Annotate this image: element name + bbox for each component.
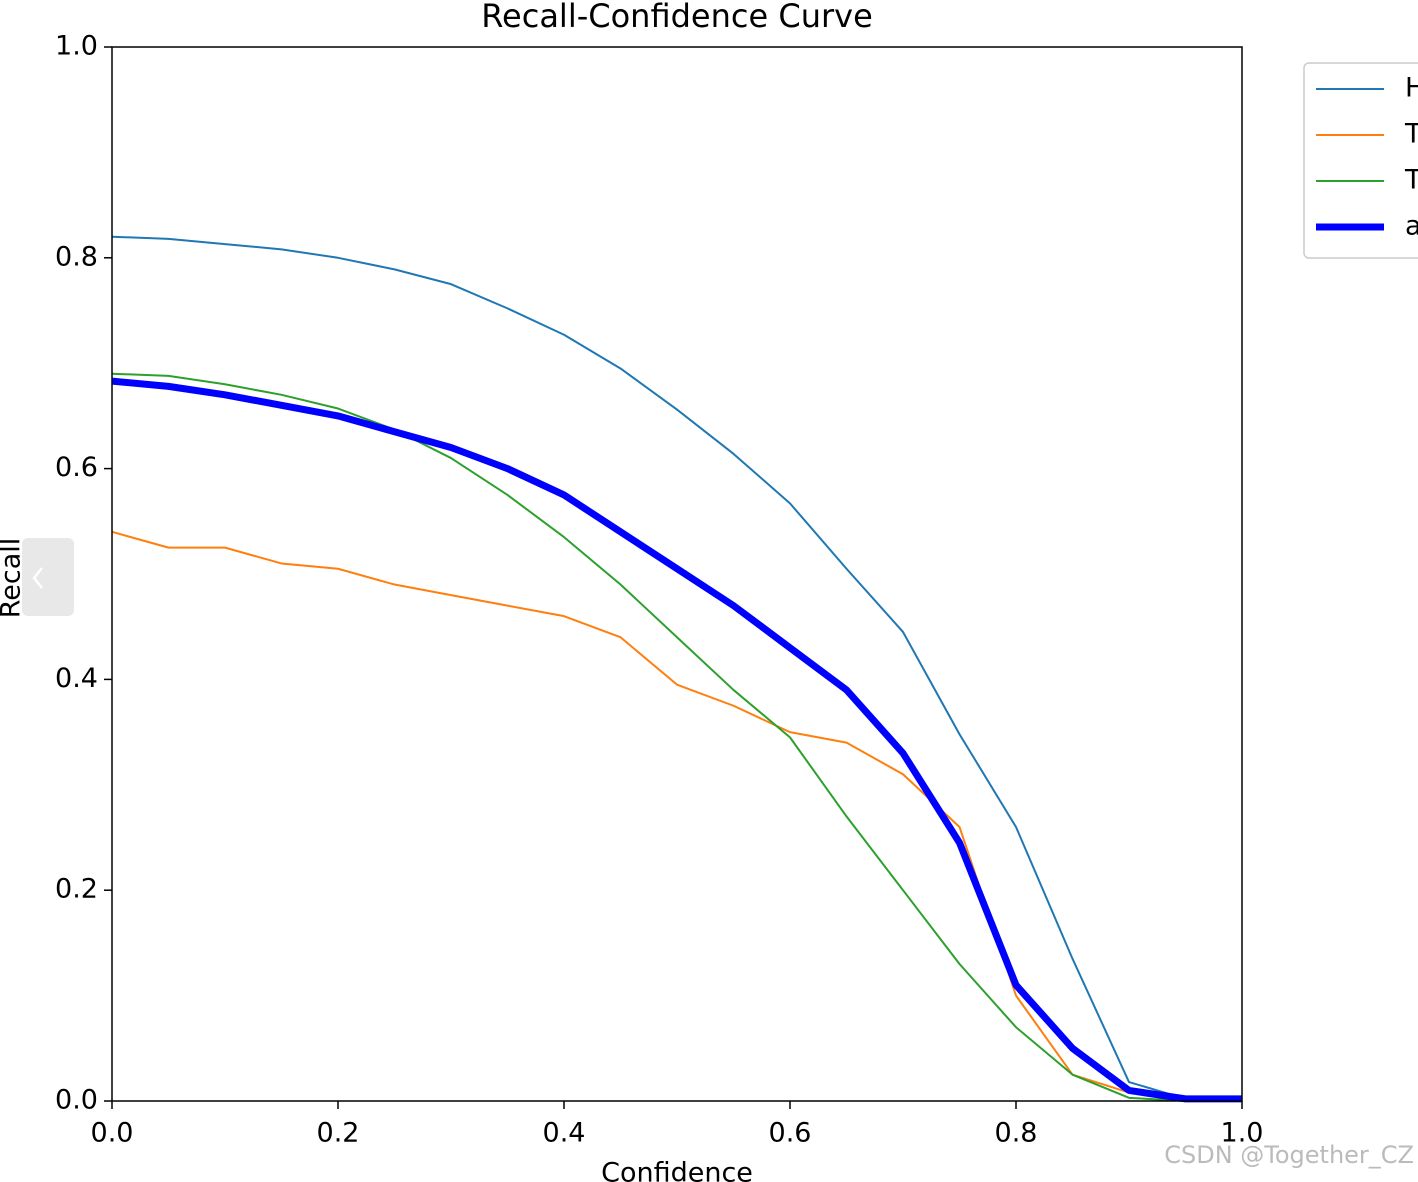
series-line [111, 372, 1242, 1102]
y-tick-label: 0.4 [55, 663, 98, 694]
collapse-icon [32, 567, 43, 589]
x-axis-label: Confidence [601, 1158, 753, 1182]
y-tick-label: 0.0 [55, 1085, 98, 1116]
series-line [111, 530, 1242, 1100]
legend-label: T [1404, 119, 1418, 150]
y-tick-label: 0.6 [55, 452, 98, 483]
legend-label: T [1404, 165, 1418, 196]
legend-label: H [1405, 73, 1418, 104]
legend-box [1303, 62, 1418, 259]
series-line [111, 377, 1242, 1103]
plot-area [111, 235, 1242, 1103]
y-tick-label: 1.0 [55, 31, 98, 62]
x-tick-label: 0.8 [995, 1118, 1038, 1149]
x-tick-label: 0.2 [317, 1118, 360, 1149]
collapse-button[interactable] [22, 538, 74, 616]
axes-frame [111, 46, 1243, 1102]
series-line [111, 235, 1242, 1100]
x-tick-label: 0.0 [91, 1118, 134, 1149]
x-tick-label: 0.4 [543, 1118, 586, 1149]
x-tick-label: 0.6 [769, 1118, 812, 1149]
y-tick-label: 0.2 [55, 874, 98, 905]
legend-label: a [1405, 211, 1418, 242]
watermark: CSDN @Together_CZ [1164, 1141, 1414, 1169]
y-tick-label: 0.8 [55, 241, 98, 272]
x-tick-label: 1.0 [1221, 1118, 1264, 1149]
chart-title: Recall-Confidence Curve [481, 0, 873, 35]
